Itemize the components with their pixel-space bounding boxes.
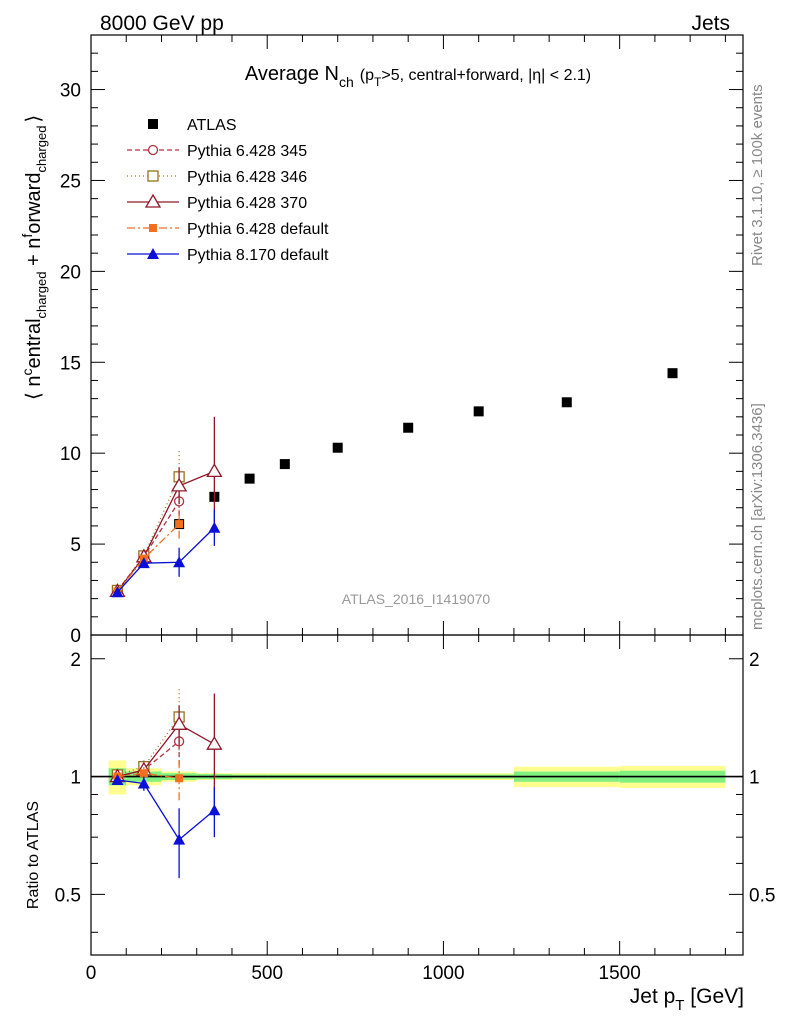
header-left: 8000 GeV pp: [100, 12, 224, 35]
legend-label: Pythia 8.170 default: [187, 247, 329, 264]
x-tick-label: 0: [86, 963, 97, 984]
ylabel-sub2: charged: [34, 126, 49, 173]
y-tick-label: 15: [60, 353, 81, 374]
series-4-ratio-point: [137, 777, 150, 789]
title-rest-1: (p: [360, 67, 374, 84]
ratio-y-tick-label: 0.5: [55, 885, 81, 906]
ylabel-mid2: orward: [23, 173, 45, 234]
xlabel-unit: [GeV]: [684, 985, 744, 1008]
data-point-atlas: [473, 406, 484, 417]
y-tick-label: 25: [60, 171, 81, 192]
legend-label: ATLAS: [187, 117, 237, 134]
x-tick-label: 1500: [599, 963, 641, 984]
data-point-atlas: [403, 422, 414, 433]
data-point-atlas: [667, 368, 678, 379]
ylabel-close: ⟩: [23, 115, 45, 123]
ylabel-open: ⟨ n: [23, 376, 45, 400]
legend-marker: [147, 170, 159, 182]
ratio-y-tick-label-right: 1: [749, 768, 760, 789]
ylabel-sup2: f: [19, 234, 35, 238]
title-sub: ch: [339, 74, 354, 90]
series-3-point: [175, 520, 184, 529]
analysis-label: ATLAS_2016_I1419070: [342, 591, 491, 607]
series-2-ratio-line: [117, 723, 215, 778]
ylabel-sub1: charged: [34, 272, 49, 319]
legend-marker: [144, 193, 162, 208]
axes: 0 500 1000 1500 0 5 10 15 20 25 30 0.5 0.5 1 1 2 2: [55, 34, 775, 984]
series-4-point: [173, 556, 186, 568]
legend-marker: [147, 248, 159, 259]
legend-marker: [147, 144, 159, 156]
ratio-y-tick-label: 2: [70, 650, 81, 671]
ratio-y-tick-label: 1: [70, 768, 81, 789]
xlabel-sub: T: [675, 997, 684, 1014]
legend-label: Pythia 6.428 default: [187, 221, 329, 238]
series-4-ratio-point: [111, 773, 124, 785]
chart-title: Average Nch (pT>5, central+forward, |η| <…: [245, 63, 591, 90]
data-point-atlas: [279, 459, 290, 470]
series-4-ratio-point: [208, 804, 221, 816]
series-4-point: [111, 586, 124, 598]
legend-marker: [149, 224, 157, 232]
legend-label: Pythia 6.428 346: [187, 169, 307, 186]
series-4-line: [116, 527, 215, 593]
ylabel-plus: + n: [23, 238, 45, 272]
series-3-ratio-point: [175, 774, 184, 783]
x-axis-label: Jet pT [GeV]: [630, 985, 744, 1014]
title-rest-1-sub: T: [374, 75, 382, 89]
series-1-line: [116, 476, 180, 591]
series-1-ratio-line: [117, 716, 180, 776]
y-tick-label: 5: [70, 535, 81, 556]
y-tick-label: 20: [60, 262, 81, 283]
ratio-plot: [91, 686, 743, 879]
ratio-y-tick-label-right: 0.5: [749, 885, 775, 906]
legend-label: Pythia 6.428 345: [187, 143, 307, 160]
ratio-y-tick-label-right: 2: [749, 650, 760, 671]
data-point-atlas: [244, 473, 255, 484]
series-3-ratio-line: [117, 772, 180, 779]
y-axis-label: ⟨ ncentralcharged + nforwardcharged⟩: [19, 115, 49, 400]
main-plot: [109, 368, 678, 598]
title-main: Average N: [245, 63, 339, 85]
y-tick-label: 0: [70, 626, 81, 647]
series-4-ratio-point: [173, 833, 186, 845]
series-3-ratio-point: [139, 769, 148, 778]
series-4-ratio-line: [117, 779, 215, 841]
series-2-ratio-point: [206, 735, 223, 750]
series-2-point: [206, 463, 223, 478]
x-tick-label: 1000: [422, 963, 464, 984]
legend: ATLAS Pythia 6.428 345 Pythia 6.428 346 Pyt…: [127, 117, 329, 264]
title-rest-2: >5, central+forward, |η| < 2.1): [381, 67, 591, 84]
x-tick-label: 500: [251, 963, 283, 984]
series-2-ratio-point: [170, 716, 188, 730]
y-tick-label: 30: [60, 81, 81, 102]
ylabel-mid1: entral: [23, 318, 45, 368]
series-4-point: [208, 521, 221, 533]
series-0-line: [116, 501, 180, 591]
header-right: Jets: [691, 12, 730, 35]
series-2-point: [170, 477, 188, 492]
ratio-frame: [90, 634, 744, 956]
legend-label: Pythia 6.428 370: [187, 195, 307, 212]
legend-marker: [148, 119, 158, 129]
xlabel-main: Jet p: [630, 985, 676, 1008]
data-point-atlas: [561, 397, 572, 408]
y-tick-label: 10: [60, 444, 81, 465]
side-label-bottom: mcplots.cern.ch [arXiv:1306.3436]: [749, 403, 766, 630]
side-label-top: Rivet 3.1.10, ≥ 100k events: [749, 84, 766, 266]
data-point-atlas: [332, 442, 343, 453]
ratio-y-axis-label: Ratio to ATLAS: [25, 801, 42, 909]
ylabel-sup1: c: [19, 369, 35, 376]
series-4-point: [137, 557, 150, 569]
